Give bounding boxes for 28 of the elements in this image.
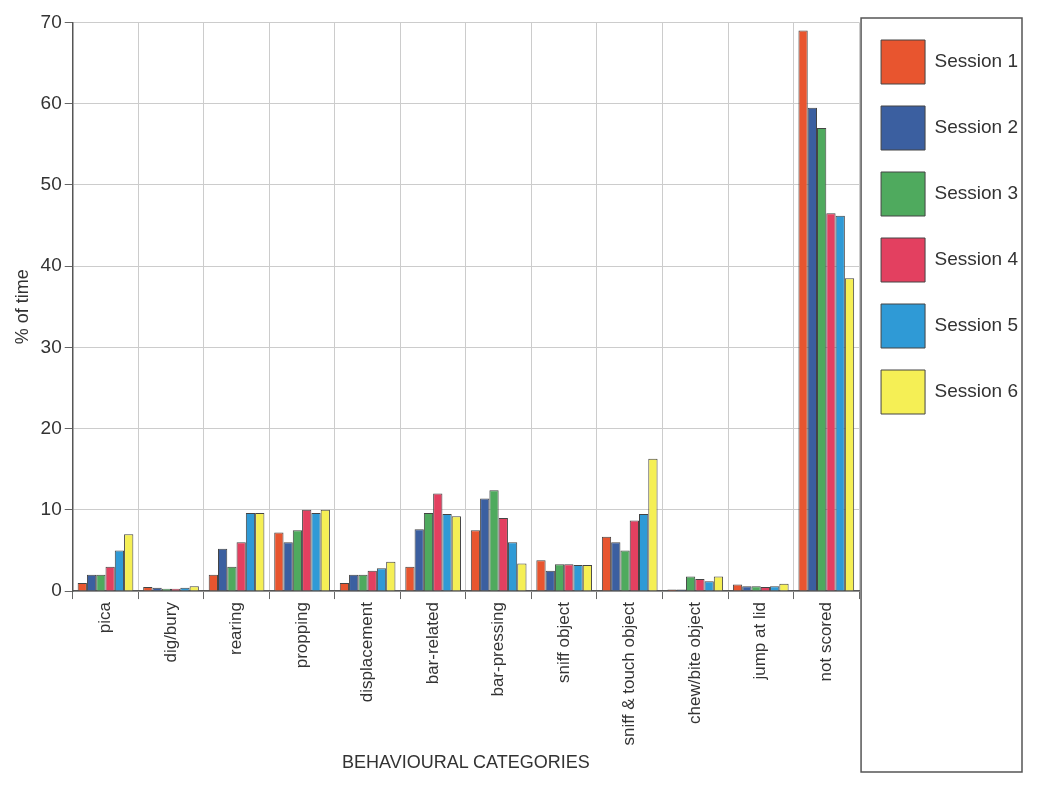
legend-label: Session 2 (934, 116, 1019, 138)
y-tick-label: 40 (40, 254, 62, 276)
x-tick-label: sniff & touch object (619, 601, 639, 746)
y-tick-label: 30 (40, 335, 62, 357)
legend-label: Session 6 (934, 380, 1019, 402)
y-tick-label: 10 (40, 498, 62, 520)
x-tick-label: not scored (815, 602, 835, 682)
x-tick-label: jump at lid (750, 602, 770, 681)
x-tick-label: bar-pressing (488, 602, 508, 697)
y-tick-label: 20 (40, 416, 62, 438)
y-tick-label: 60 (40, 91, 62, 113)
y-tick-label: 50 (40, 173, 62, 195)
x-tick-label: propping (291, 602, 311, 669)
x-tick-label: displacement (357, 601, 377, 703)
x-axis-title: BEHAVIOURAL CATEGORIES (342, 752, 590, 773)
x-tick-label: sniff object (553, 601, 573, 684)
legend-label: Session 5 (934, 314, 1019, 336)
y-axis-title: % of time (11, 269, 32, 345)
x-tick-label: rearing (226, 602, 246, 655)
y-tick-label: 70 (40, 10, 62, 32)
x-tick-label: pica (95, 601, 115, 634)
x-tick-label: dig/bury (160, 601, 180, 663)
y-tick-label: 0 (51, 579, 62, 601)
legend-label: Session 4 (934, 248, 1019, 270)
legend-label: Session 1 (934, 50, 1019, 72)
x-tick-label: chew/bite object (684, 601, 704, 724)
legend-label: Session 3 (934, 182, 1019, 204)
x-tick-label: bar-related (422, 602, 442, 685)
